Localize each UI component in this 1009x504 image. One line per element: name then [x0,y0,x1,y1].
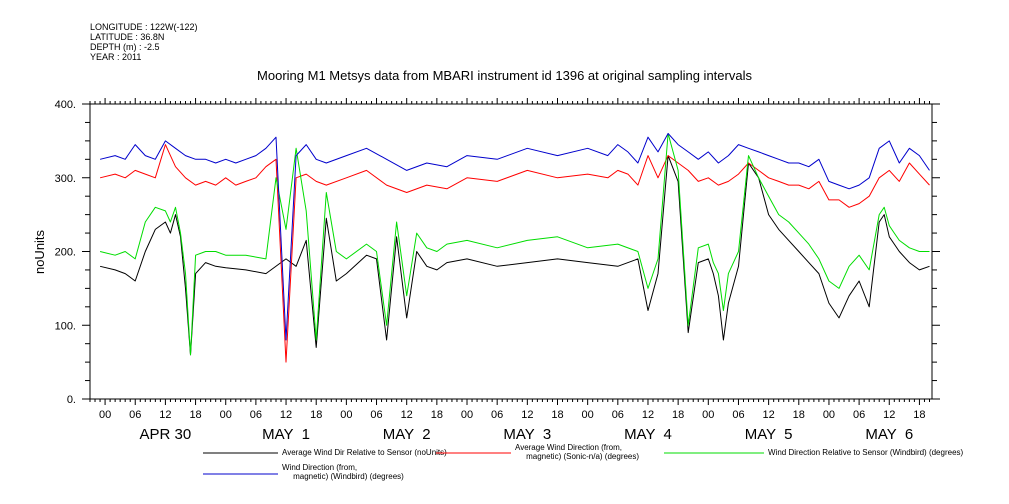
x-tick-label: 00 [220,409,232,421]
series-line-4 [99,133,930,341]
legend-label-4: Wind Direction (from, magnetic) (Windbir… [282,463,404,481]
day-label: MAY 2 [383,426,431,443]
y-axis-label: noUnits [32,229,47,274]
x-tick-label: 18 [913,409,925,421]
x-tick-label: 18 [672,409,684,421]
x-tick-label: 12 [159,409,171,421]
metadata-block: LONGITUDE : 122W(-122) LATITUDE : 36.8N … [90,22,198,62]
x-tick-label: 12 [642,409,654,421]
x-tick-label: 12 [521,409,533,421]
day-label: APR 30 [140,426,192,443]
chart-title: Mooring M1 Metsys data from MBARI instru… [257,68,752,83]
x-tick-labels: 00 06 12 18 00 06 12 18 00 06 12 18 00 06 12 18 00 06 12 18… [99,409,926,421]
x-tick-label: 18 [551,409,563,421]
x-tick-label: 18 [189,409,201,421]
series-line-1 [99,155,930,356]
x-tick-label: 06 [612,409,624,421]
x-tick-label: 18 [431,409,443,421]
x-tick-label: 00 [461,409,473,421]
x-tick-label: 06 [491,409,503,421]
x-tick-label: 06 [732,409,744,421]
day-label: MAY 4 [624,426,672,443]
x-tick-label: 06 [129,409,141,421]
series-line-2 [99,144,930,363]
day-label: MAY 5 [745,426,793,443]
axis-ticks [82,98,940,405]
x-tick-label: 00 [340,409,352,421]
x-tick-label: 12 [280,409,292,421]
x-tick-label: 00 [823,409,835,421]
day-label: MAY 1 [262,426,310,443]
year-text: YEAR : 2011 [90,52,142,62]
series-group [99,133,930,363]
depth-text: DEPTH (m) : -2.5 [90,42,160,52]
y-tick-label: 400. [55,99,76,111]
y-tick-label: 300. [55,173,76,185]
y-tick-label: 0. [67,394,76,406]
x-tick-label: 12 [763,409,775,421]
day-label: MAY 3 [503,426,551,443]
x-tick-label: 12 [401,409,413,421]
y-tick-label: 100. [55,320,76,332]
x-tick-label: 18 [793,409,805,421]
x-tick-label: 00 [582,409,594,421]
day-labels: APR 30 MAY 1 MAY 2 MAY 3 MAY 4 MAY 5 MAY 6 [140,426,914,443]
x-tick-label: 06 [250,409,262,421]
legend-label-2: Average Wind Direction (from, magnetic) … [515,443,639,461]
x-tick-label: 06 [370,409,382,421]
y-tick-labels: 0. 100. 200. 300. 400. [55,99,76,406]
x-tick-label: 00 [99,409,111,421]
latitude-text: LATITUDE : 36.8N [90,32,165,42]
y-tick-label: 200. [55,247,76,259]
x-tick-label: 18 [310,409,322,421]
series-line-3 [99,133,930,356]
x-tick-label: 06 [853,409,865,421]
legend-label-1: Average Wind Dir Relative to Sensor (noU… [282,448,447,457]
x-tick-label: 12 [883,409,895,421]
legend-label-3: Wind Direction Relative to Sensor (Windb… [768,448,964,457]
legend: Average Wind Dir Relative to Sensor (noU… [203,443,964,481]
day-label: MAY 6 [865,426,913,443]
longitude-text: LONGITUDE : 122W(-122) [90,22,198,32]
x-tick-label: 00 [702,409,714,421]
